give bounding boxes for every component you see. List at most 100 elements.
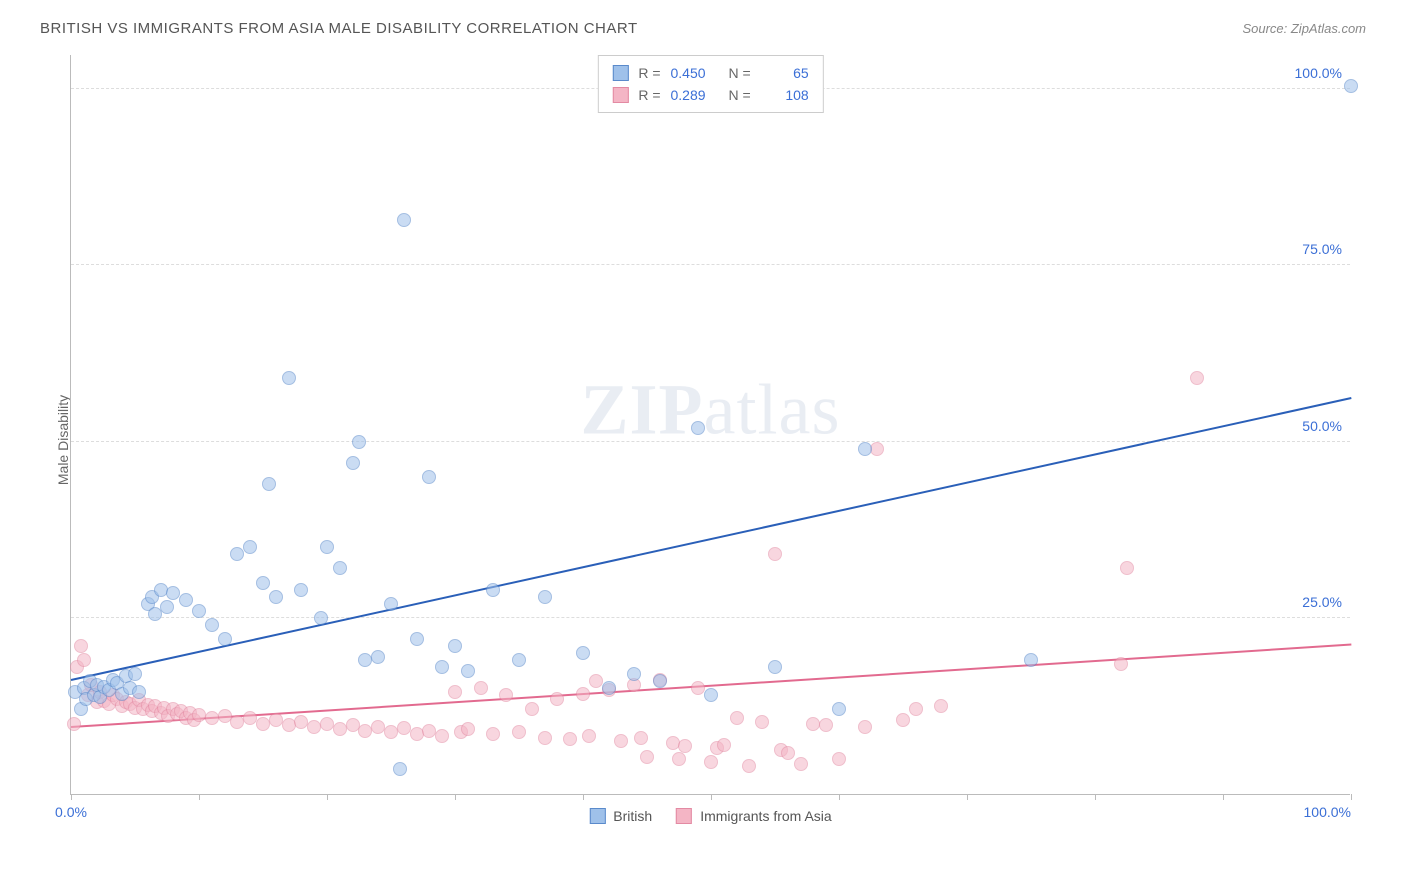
scatter-point [352, 435, 366, 449]
scatter-point [269, 590, 283, 604]
y-tick-label: 50.0% [1302, 418, 1342, 434]
scatter-point [730, 711, 744, 725]
scatter-point [512, 653, 526, 667]
scatter-point [858, 442, 872, 456]
scatter-point [435, 729, 449, 743]
scatter-point [602, 681, 616, 695]
scatter-point [282, 371, 296, 385]
scatter-point [672, 752, 686, 766]
scatter-point [262, 477, 276, 491]
scatter-point [192, 604, 206, 618]
scatter-point [653, 674, 667, 688]
scatter-point [128, 667, 142, 681]
x-tick [711, 794, 712, 800]
scatter-point [896, 713, 910, 727]
legend-stats-row: R =0.450N =65 [612, 62, 808, 84]
legend-r-value: 0.450 [671, 62, 719, 84]
x-tick [839, 794, 840, 800]
chart-title: BRITISH VS IMMIGRANTS FROM ASIA MALE DIS… [40, 20, 638, 37]
scatter-point [870, 442, 884, 456]
scatter-point [384, 597, 398, 611]
x-tick [1223, 794, 1224, 800]
scatter-point [461, 664, 475, 678]
scatter-point [538, 731, 552, 745]
scatter-point [397, 213, 411, 227]
scatter-point [179, 593, 193, 607]
legend-stat-label: N = [729, 62, 751, 84]
x-tick [583, 794, 584, 800]
scatter-point [499, 688, 513, 702]
watermark: ZIPatlas [581, 368, 841, 451]
x-tick [967, 794, 968, 800]
legend-swatch [589, 808, 605, 824]
scatter-point [243, 540, 257, 554]
x-tick [1351, 794, 1352, 800]
chart-source: Source: ZipAtlas.com [1242, 21, 1366, 36]
scatter-point [218, 632, 232, 646]
x-tick [455, 794, 456, 800]
scatter-point [314, 611, 328, 625]
scatter-point [704, 688, 718, 702]
x-tick [71, 794, 72, 800]
gridline [71, 264, 1350, 265]
scatter-point [525, 702, 539, 716]
y-tick-label: 75.0% [1302, 241, 1342, 257]
scatter-point [205, 711, 219, 725]
scatter-point [794, 757, 808, 771]
scatter-point [589, 674, 603, 688]
legend-stats: R =0.450N =65R =0.289N =108 [597, 55, 823, 113]
scatter-point [717, 738, 731, 752]
scatter-point [576, 646, 590, 660]
scatter-point [538, 590, 552, 604]
gridline [71, 617, 1350, 618]
x-tick [327, 794, 328, 800]
scatter-point [166, 586, 180, 600]
scatter-point [563, 732, 577, 746]
legend-swatch [612, 87, 628, 103]
scatter-point [742, 759, 756, 773]
y-tick-label: 100.0% [1295, 65, 1342, 81]
scatter-point [74, 639, 88, 653]
scatter-point [461, 722, 475, 736]
legend-swatch [676, 808, 692, 824]
trend-line [71, 397, 1351, 681]
legend-item-label: Immigrants from Asia [700, 808, 831, 824]
y-tick-label: 25.0% [1302, 594, 1342, 610]
legend-n-value: 108 [761, 84, 809, 106]
legend-stat-label: N = [729, 84, 751, 106]
scatter-point [755, 715, 769, 729]
scatter-point [627, 667, 641, 681]
scatter-point [154, 583, 168, 597]
x-tick-label: 0.0% [55, 804, 87, 820]
legend-series: BritishImmigrants from Asia [589, 808, 831, 824]
x-tick [1095, 794, 1096, 800]
scatter-point [582, 729, 596, 743]
scatter-point [512, 725, 526, 739]
legend-r-value: 0.289 [671, 84, 719, 106]
scatter-point [474, 681, 488, 695]
scatter-point [435, 660, 449, 674]
scatter-point [768, 547, 782, 561]
scatter-point [294, 583, 308, 597]
scatter-point [858, 720, 872, 734]
scatter-point [192, 708, 206, 722]
scatter-point [333, 561, 347, 575]
trend-line [71, 643, 1351, 727]
scatter-point [934, 699, 948, 713]
scatter-point [486, 583, 500, 597]
scatter-point [640, 750, 654, 764]
scatter-point [704, 755, 718, 769]
scatter-point [256, 576, 270, 590]
scatter-point [832, 752, 846, 766]
scatter-point [1114, 657, 1128, 671]
scatter-point [320, 540, 334, 554]
legend-stats-row: R =0.289N =108 [612, 84, 808, 106]
scatter-point [205, 618, 219, 632]
scatter-point [77, 653, 91, 667]
scatter-point [448, 639, 462, 653]
scatter-point [1120, 561, 1134, 575]
scatter-point [678, 739, 692, 753]
scatter-point [1344, 79, 1358, 93]
scatter-point [486, 727, 500, 741]
legend-swatch [612, 65, 628, 81]
